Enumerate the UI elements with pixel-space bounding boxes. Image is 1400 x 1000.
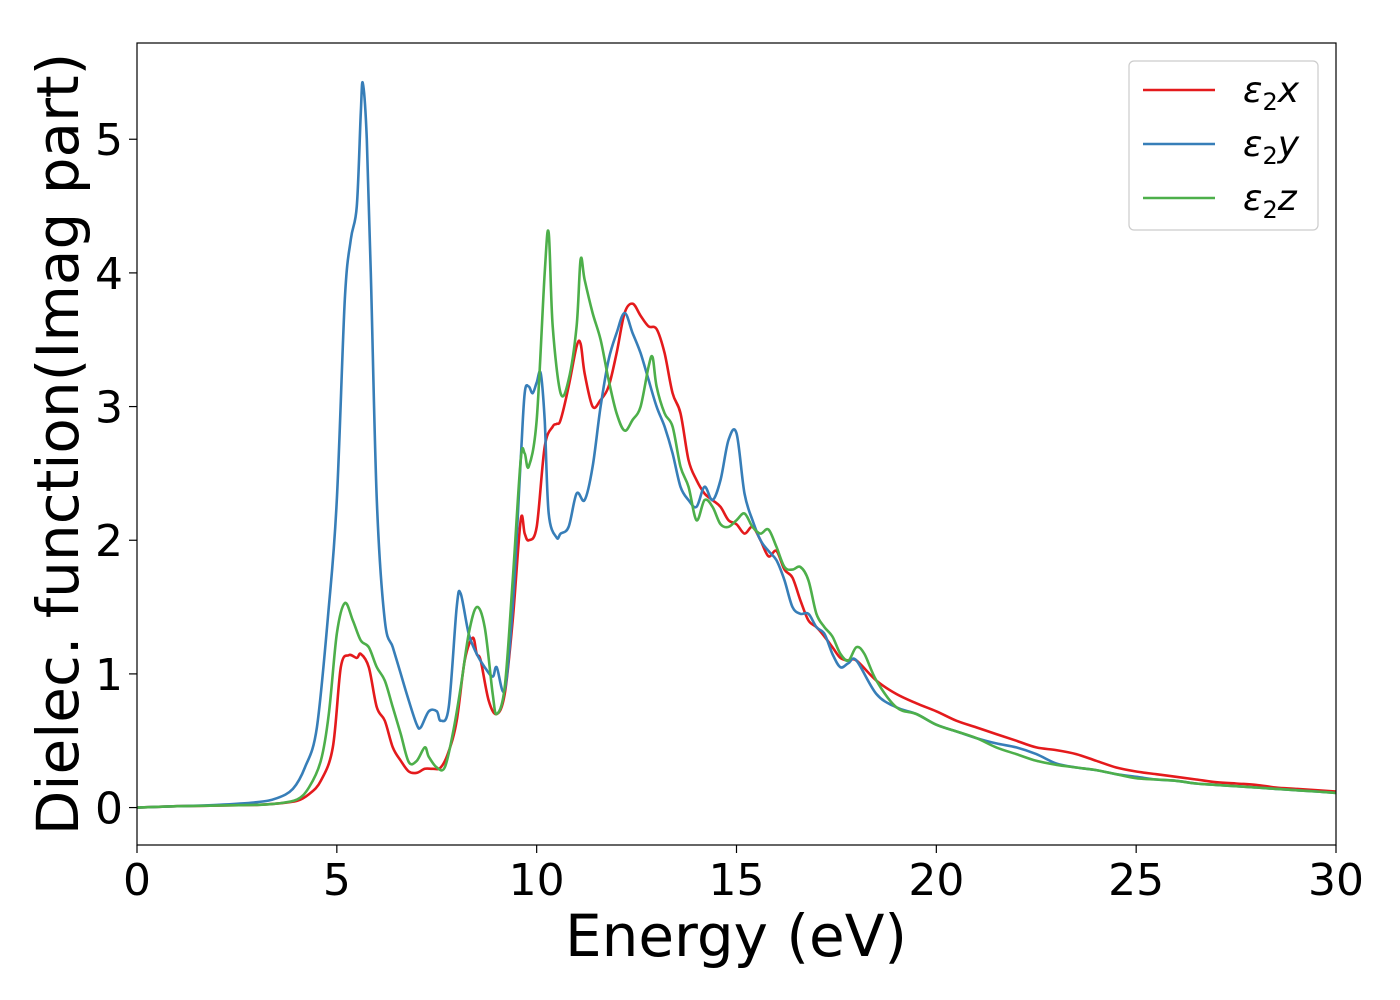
y-tick-label: 4 xyxy=(95,249,123,300)
y-tick-label: 5 xyxy=(95,115,123,166)
y-tick-label: 1 xyxy=(95,650,123,701)
y-axis-title: Dielec. function(Imag part) xyxy=(24,53,92,836)
legend: ε2x ε2y ε2z xyxy=(1128,60,1319,231)
legend-label-y: ε2y xyxy=(1243,124,1300,170)
x-axis: 0 5 10 15 20 25 30 xyxy=(123,845,1364,906)
y-tick-label: 2 xyxy=(95,516,123,567)
y-axis: 0 1 2 3 4 5 xyxy=(95,115,137,835)
series-layer xyxy=(136,80,1337,809)
series-line-z xyxy=(136,229,1337,809)
x-tick-label: 0 xyxy=(123,855,151,906)
series-line-x xyxy=(136,302,1337,809)
legend-box xyxy=(1128,60,1319,231)
x-tick-label: 25 xyxy=(1108,855,1164,906)
x-tick-label: 15 xyxy=(709,855,765,906)
x-tick-label: 10 xyxy=(509,855,565,906)
x-axis-title: Energy (eV) xyxy=(565,902,907,970)
legend-label-z: ε2z xyxy=(1243,178,1298,224)
y-tick-label: 3 xyxy=(95,383,123,434)
y-tick-label: 0 xyxy=(95,784,123,835)
x-tick-label: 5 xyxy=(323,855,351,906)
legend-label-x: ε2x xyxy=(1243,70,1300,116)
x-tick-label: 30 xyxy=(1308,855,1364,906)
x-tick-label: 20 xyxy=(908,855,964,906)
